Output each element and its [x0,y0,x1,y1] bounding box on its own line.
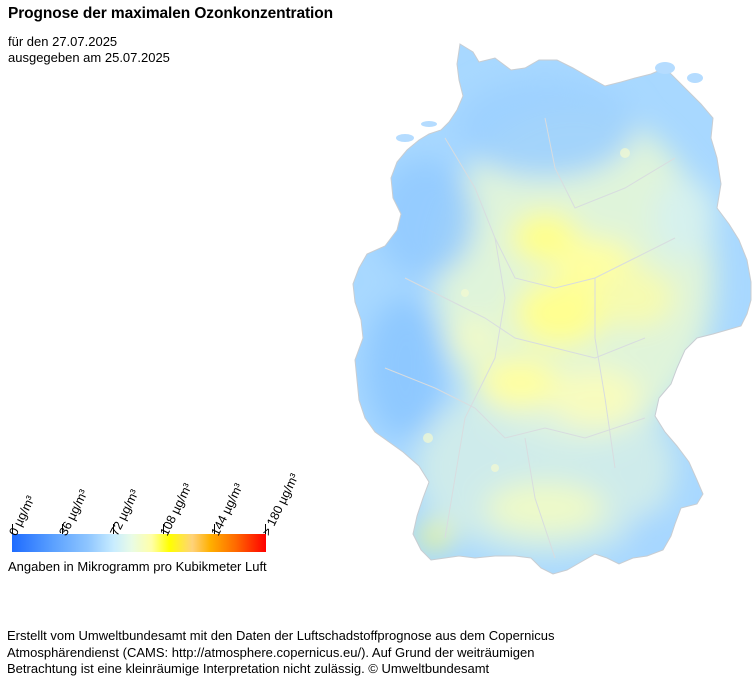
color-scale-bar [12,534,266,552]
legend-tick-label: 144 µg/m³ [208,481,246,538]
germany-ozone-map [345,38,755,588]
legend-tick-label: > 180 µg/m³ [259,471,302,538]
legend-caption: Angaben in Mikrogramm pro Kubikmeter Luf… [8,559,267,574]
legend-tick [12,524,13,534]
legend-tick-label: 36 µg/m³ [56,487,91,538]
legend-tick [214,524,215,534]
legend-tick [113,524,114,534]
legend-tick [265,524,266,534]
forecast-date: für den 27.07.2025 [8,34,118,49]
legend-tick [163,524,164,534]
legend-tick [62,524,63,534]
page-title: Prognose der maximalen Ozonkonzentration [8,5,334,22]
credit-line: Betrachtung ist eine kleinräumige Interp… [7,661,490,676]
legend-tick-label: 108 µg/m³ [157,481,195,538]
credit-line: Erstellt vom Umweltbundesamt mit den Dat… [7,628,555,643]
legend-tick-label: 0 µg/m³ [6,493,38,538]
credit-line: Atmosphärendienst (CAMS: http://atmosphe… [7,644,535,660]
issued-date: ausgegeben am 25.07.2025 [8,50,170,65]
legend-tick-label: 72 µg/m³ [107,487,142,538]
source-credit: Erstellt vom Umweltbundesamt mit den Dat… [7,628,647,678]
